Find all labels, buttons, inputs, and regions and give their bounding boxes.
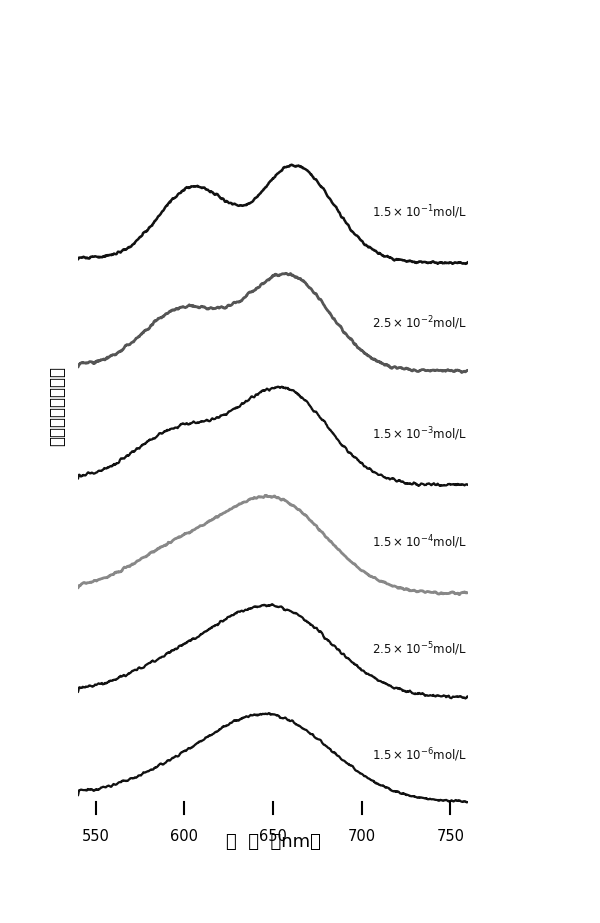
- Text: $2.5\times10^{-2}$mol/L: $2.5\times10^{-2}$mol/L: [372, 315, 467, 332]
- Text: 750: 750: [436, 829, 464, 844]
- Text: $1.5\times10^{-6}$mol/L: $1.5\times10^{-6}$mol/L: [372, 747, 467, 764]
- Text: 600: 600: [170, 829, 199, 844]
- Text: 550: 550: [82, 829, 110, 844]
- Text: 650: 650: [259, 829, 287, 844]
- Text: 归一化的吸收光谱: 归一化的吸收光谱: [48, 366, 66, 446]
- Text: $1.5\times10^{-3}$mol/L: $1.5\times10^{-3}$mol/L: [372, 426, 467, 443]
- Text: $2.5\times10^{-5}$mol/L: $2.5\times10^{-5}$mol/L: [372, 641, 467, 658]
- Text: $1.5\times10^{-4}$mol/L: $1.5\times10^{-4}$mol/L: [372, 533, 467, 551]
- Text: $1.5\times10^{-1}$mol/L: $1.5\times10^{-1}$mol/L: [372, 203, 467, 221]
- Text: 700: 700: [347, 829, 376, 844]
- Text: 波  长  （nm）: 波 长 （nm）: [226, 833, 320, 851]
